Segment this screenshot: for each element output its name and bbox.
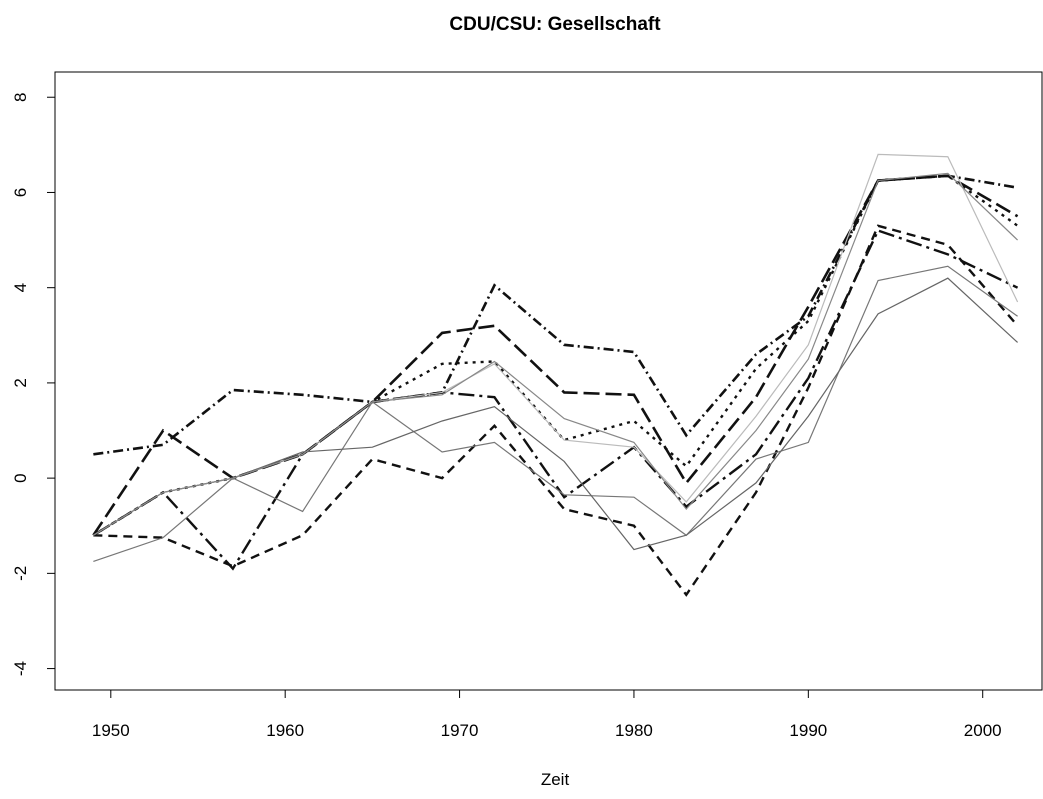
x-axis-label: Zeit: [541, 770, 570, 789]
y-tick-label: 2: [11, 378, 30, 387]
y-tick-label: 4: [11, 283, 30, 292]
series-line: [93, 224, 1019, 597]
x-tick-label: 1950: [92, 721, 130, 740]
x-tick-label: 1970: [441, 721, 479, 740]
chart-title: CDU/CSU: Gesellschaft: [449, 14, 661, 35]
y-tick-label: 0: [11, 473, 30, 482]
plot-frame: [54, 71, 1043, 691]
y-tick-label: -4: [11, 661, 30, 676]
x-tick-label: 1990: [789, 721, 827, 740]
series-line: [92, 229, 1019, 571]
series-line: [92, 174, 1019, 536]
y-tick-label: -2: [11, 566, 30, 581]
x-tick-label: 1960: [266, 721, 304, 740]
y-tick-label: 6: [11, 188, 30, 197]
x-tick-label: 1980: [615, 721, 653, 740]
series-line: [93, 174, 1018, 456]
series-line: [93, 172, 1019, 536]
series-line: [93, 265, 1018, 563]
series-line: [92, 174, 1019, 537]
series-line: [93, 277, 1018, 551]
x-tick-label: 2000: [964, 721, 1002, 740]
y-tick-label: 8: [11, 92, 30, 101]
